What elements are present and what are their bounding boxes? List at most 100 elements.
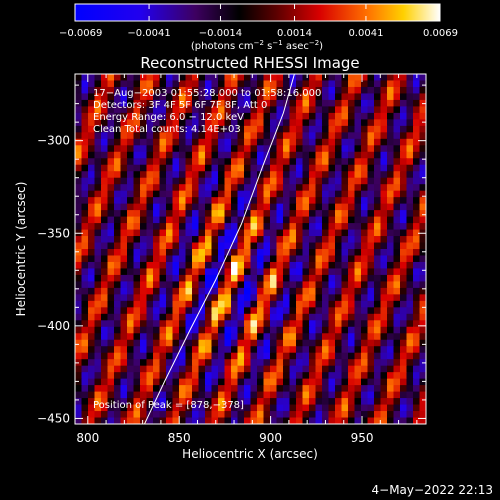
heatmap-cell (172, 307, 180, 315)
heatmap-cell (231, 184, 239, 192)
heatmap-cell (179, 333, 187, 341)
heatmap-cell (276, 333, 284, 341)
heatmap-cell (341, 287, 349, 295)
heatmap-cell (146, 326, 154, 334)
heatmap-cell (205, 184, 213, 192)
heatmap-cell (276, 255, 284, 263)
heatmap-cell (218, 151, 226, 159)
heatmap-cell (133, 411, 141, 419)
heatmap-cell (198, 339, 206, 347)
heatmap-cell (179, 112, 187, 120)
heatmap-cell (179, 339, 187, 347)
heatmap-cell (406, 411, 414, 419)
heatmap-cell (328, 404, 336, 412)
heatmap-cell (263, 99, 271, 108)
heatmap-cell (348, 261, 356, 270)
heatmap-cell (205, 249, 213, 257)
heatmap-cell (328, 313, 336, 321)
heatmap-cell (315, 99, 323, 108)
heatmap-cell (244, 93, 252, 101)
heatmap-cell (205, 307, 213, 315)
heatmap-cell (192, 391, 200, 399)
heatmap-cell (315, 197, 323, 205)
heatmap-cell (302, 158, 310, 166)
heatmap-cell (153, 274, 161, 283)
heatmap-cell (192, 138, 200, 146)
heatmap-cell (400, 80, 408, 88)
heatmap-cell (179, 177, 187, 185)
heatmap-cell (231, 223, 239, 231)
heatmap-cell (419, 313, 426, 321)
heatmap-cell (400, 261, 408, 270)
heatmap-cell (94, 417, 102, 424)
heatmap-cell (328, 398, 336, 406)
heatmap-cell (107, 216, 115, 224)
heatmap-cell (367, 216, 375, 224)
heatmap-cell (250, 294, 258, 302)
heatmap-cell (172, 346, 180, 354)
heatmap-cell (94, 132, 102, 140)
heatmap-cell (107, 125, 115, 133)
heatmap-cell (81, 352, 89, 360)
heatmap-cell (250, 158, 258, 166)
heatmap-cell (120, 177, 128, 185)
heatmap-cell (283, 294, 291, 302)
heatmap-cell (244, 365, 252, 373)
heatmap-cell (211, 242, 219, 250)
heatmap-cell (341, 164, 349, 172)
heatmap-cell (328, 333, 336, 341)
heatmap-cell (250, 223, 258, 231)
heatmap-cell (107, 112, 115, 120)
heatmap-cell (263, 352, 271, 360)
heatmap-cell (419, 132, 426, 140)
heatmap-cell (231, 365, 239, 373)
heatmap-cell (120, 372, 128, 380)
heatmap-cell (283, 398, 291, 406)
heatmap-cell (263, 86, 271, 95)
heatmap-cell (413, 106, 421, 114)
heatmap-cell (367, 300, 375, 308)
heatmap-cell (328, 249, 336, 257)
heatmap-cell (250, 417, 258, 424)
heatmap-cell (283, 145, 291, 153)
heatmap-cell (94, 339, 102, 347)
heatmap-cell (172, 184, 180, 192)
heatmap-cell (341, 171, 349, 179)
heatmap-cell (205, 268, 213, 276)
heatmap-cell (341, 80, 349, 88)
heatmap-cell (166, 365, 174, 373)
heatmap-cell (361, 74, 369, 82)
heatmap-cell (250, 346, 258, 354)
heatmap-cell (361, 385, 369, 393)
heatmap-cell (257, 190, 265, 198)
heatmap-cell (348, 151, 356, 159)
heatmap-cell (289, 125, 297, 133)
heatmap-cell (114, 106, 122, 114)
heatmap-cell (140, 106, 148, 114)
heatmap-cell (387, 112, 395, 120)
heatmap-cell (322, 307, 330, 315)
heatmap-cell (94, 138, 102, 146)
heatmap-cell (133, 177, 141, 185)
heatmap-cell (198, 223, 206, 231)
heatmap-cell (224, 300, 232, 308)
heatmap-cell (419, 164, 426, 172)
heatmap-cell (309, 255, 317, 263)
heatmap-cell (413, 287, 421, 295)
heatmap-cell (185, 190, 193, 198)
heatmap-cell (205, 391, 213, 399)
heatmap-cell (224, 307, 232, 315)
heatmap-cell (400, 346, 408, 354)
heatmap-cell (94, 99, 102, 108)
heatmap-cell (322, 125, 330, 133)
heatmap-cell (120, 138, 128, 146)
heatmap-cell (328, 190, 336, 198)
heatmap-cell (367, 184, 375, 192)
heatmap-cell (218, 300, 226, 308)
heatmap-cell (309, 112, 317, 120)
heatmap-cell (302, 294, 310, 302)
heatmap-cell (94, 326, 102, 334)
heatmap-cell (88, 236, 96, 244)
heatmap-cell (413, 158, 421, 166)
heatmap-cell (218, 294, 226, 302)
